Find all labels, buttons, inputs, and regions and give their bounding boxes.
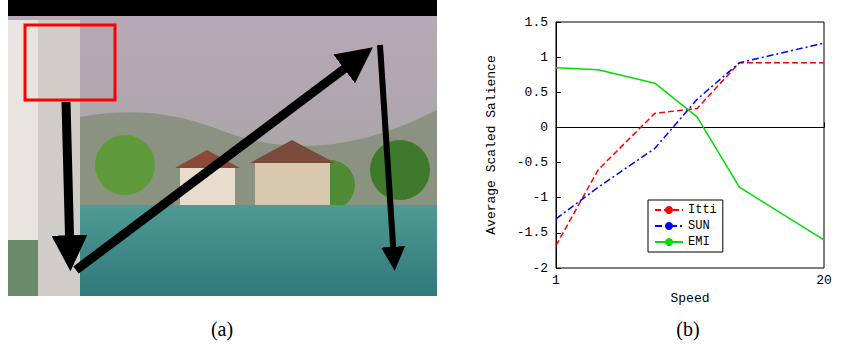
html-text:(a): (a) (210, 318, 234, 340)
svg-text:20: 20 (816, 273, 832, 288)
svg-text:-1.5: -1.5 (517, 225, 548, 240)
svg-text:0.5: 0.5 (525, 85, 548, 100)
svg-text:1: 1 (540, 50, 548, 65)
svg-text:1.5: 1.5 (525, 15, 548, 30)
svg-text:Speed: Speed (670, 291, 709, 306)
svg-text:-2: -2 (532, 261, 548, 276)
svg-text:EMI: EMI (688, 235, 710, 249)
html-text:(b): (b) (676, 318, 700, 340)
svg-text:-0.5: -0.5 (517, 155, 548, 170)
svg-text:Itti: Itti (688, 203, 717, 217)
svg-text:SUN: SUN (688, 219, 710, 233)
svg-text:-1: -1 (532, 190, 548, 205)
svg-text:0: 0 (540, 120, 548, 135)
svg-text:1: 1 (552, 273, 560, 288)
svg-text:Average Scaled Salience: Average Scaled Salience (484, 55, 499, 234)
